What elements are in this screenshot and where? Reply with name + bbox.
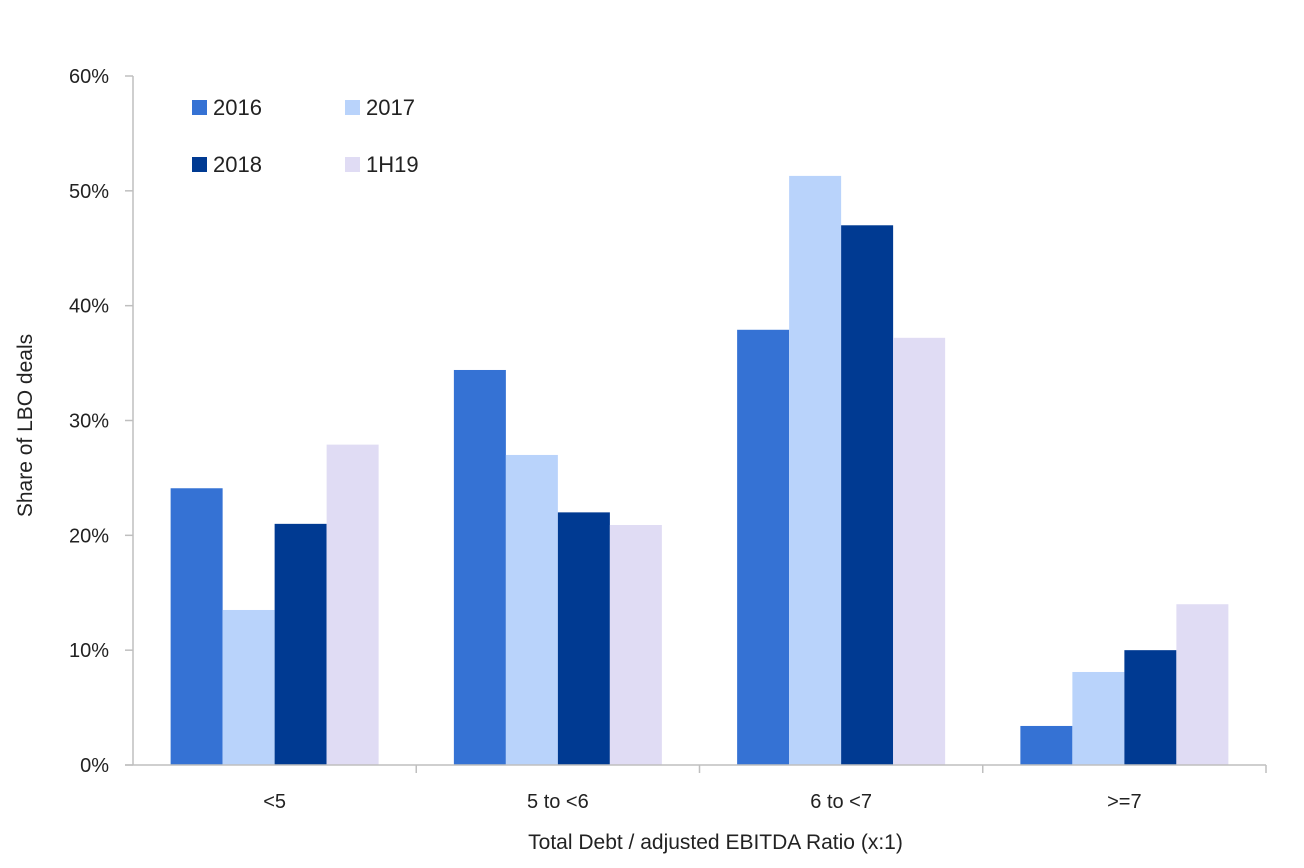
y-tick-label: 60%	[69, 66, 109, 88]
bar-2018-5	[274, 523, 327, 765]
y-tick-label: 0%	[80, 755, 109, 777]
legend-label-2017: 2017	[366, 95, 415, 120]
bar-2016-7	[1020, 725, 1073, 765]
bar-2018-5-to-6	[557, 512, 610, 765]
bar-2018-6-to-7	[841, 225, 894, 766]
x-tick-label: 5 to <6	[527, 791, 589, 813]
y-tick-label: 20%	[69, 525, 109, 547]
x-axis-title: Total Debt / adjusted EBITDA Ratio (x:1)	[528, 831, 903, 854]
y-tick-label: 40%	[69, 296, 109, 318]
x-tick-label: >=7	[1107, 791, 1141, 813]
bar-1h19-7	[1176, 604, 1229, 765]
x-tick-label: <5	[263, 791, 286, 813]
bar-2016-6-to-7	[737, 329, 790, 765]
y-tick-label: 30%	[69, 411, 109, 433]
bar-2018-7	[1124, 650, 1177, 765]
legend-swatch-2016	[192, 100, 207, 115]
legend-swatch-2017	[345, 100, 360, 115]
legend-label-2018: 2018	[213, 152, 262, 177]
bar-1h19-6-to-7	[893, 337, 946, 765]
bars-group	[170, 175, 1229, 766]
y-axis-title: Share of LBO deals	[14, 334, 37, 517]
x-tick-label: 6 to <7	[810, 791, 872, 813]
y-tick-label: 10%	[69, 640, 109, 662]
bar-1h19-5	[326, 444, 379, 765]
legend-swatch-1h19	[345, 157, 360, 172]
legend: 2016 2017 2018 1H19	[192, 95, 419, 177]
y-tick-label: 50%	[69, 181, 109, 203]
legend-swatch-2018	[192, 157, 207, 172]
legend-label-2016: 2016	[213, 95, 262, 120]
bar-2017-7	[1072, 671, 1125, 765]
bar-2017-6-to-7	[789, 175, 842, 765]
y-ticks-group: 0% 10% 20% 30% 40% 50% 60%	[69, 66, 133, 777]
bar-2016-5-to-6	[453, 369, 506, 765]
bar-2017-5-to-6	[505, 454, 558, 765]
bar-2016-5	[170, 488, 223, 765]
legend-label-1h19: 1H19	[366, 152, 419, 177]
bar-2017-5	[222, 609, 275, 765]
bar-1h19-5-to-6	[609, 524, 662, 765]
x-ticks-group: <5 5 to <6 6 to <7 >=7	[263, 765, 1267, 813]
